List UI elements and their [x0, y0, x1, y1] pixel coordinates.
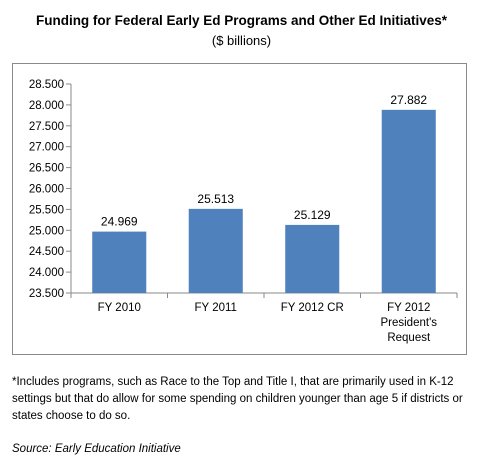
source-note: Source: Early Education Initiative [12, 443, 181, 455]
chart-subtitle: ($ billions) [211, 33, 272, 48]
data-label: 27.882 [390, 93, 427, 107]
x-category-label: FY 2010 [98, 302, 141, 314]
x-category-label: President's [380, 317, 437, 329]
bar [188, 208, 243, 293]
chart-area: 23.500 24.000 24.500 25.000 25.500 26.000 26.5… [12, 63, 467, 355]
chart-title: Funding for Federal Early Ed Programs an… [35, 13, 448, 28]
y-tick-label: 27.000 [29, 142, 64, 154]
x-category-label: FY 2012 [387, 302, 430, 314]
y-tick-label: 26.500 [29, 163, 64, 175]
footnote: *Includes programs, such as Race to the … [12, 376, 463, 422]
x-category-label: Request [387, 332, 431, 344]
bar [285, 224, 340, 293]
bar [381, 109, 436, 293]
bar-chart: 23.500 24.000 24.500 25.000 25.500 26.000 26.5… [29, 79, 458, 344]
y-tick-label: 23.500 [29, 288, 64, 300]
x-category-label: FY 2012 CR [281, 302, 344, 314]
y-tick-label: 25.000 [29, 225, 64, 237]
y-tick-label: 24.500 [29, 246, 64, 258]
y-tick-label: 24.000 [29, 267, 64, 279]
data-label: 24.969 [101, 215, 138, 229]
y-tick-label: 25.500 [29, 204, 64, 216]
y-tick-label: 28.500 [29, 79, 64, 91]
x-category-label: FY 2011 [195, 302, 237, 314]
data-label: 25.129 [294, 208, 331, 222]
y-tick-label: 26.000 [29, 184, 64, 196]
data-label: 25.513 [197, 192, 234, 206]
y-tick-label: 28.000 [29, 100, 64, 112]
bar [92, 231, 147, 293]
y-tick-label: 27.500 [29, 121, 64, 133]
